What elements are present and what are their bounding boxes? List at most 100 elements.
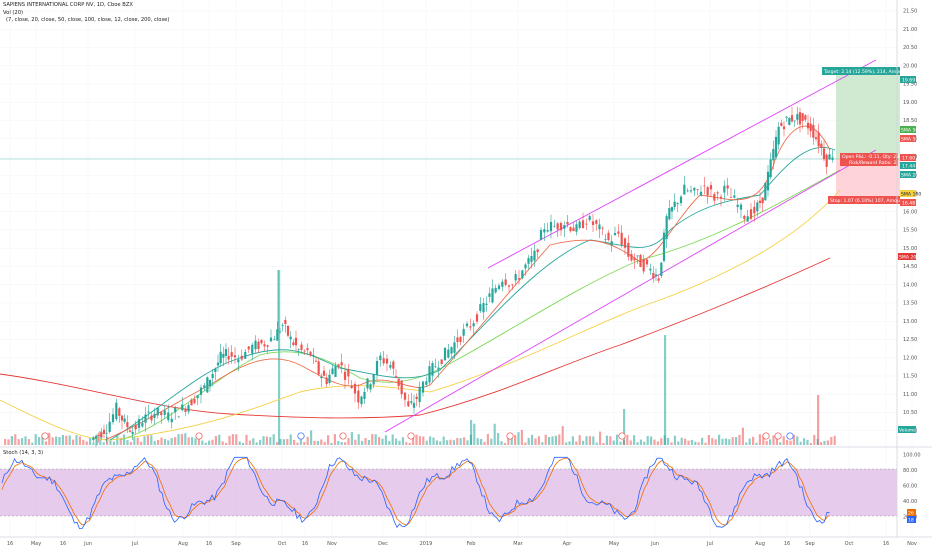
stoch-d-tag: 26 [908, 511, 914, 517]
candle-body [527, 258, 530, 264]
candle-body [497, 285, 501, 289]
candle-body [431, 362, 434, 376]
candle-body [254, 340, 257, 350]
time-tick-label: Sep [805, 541, 814, 547]
volume-bar [235, 434, 238, 445]
volume-bar [384, 435, 387, 445]
ma20-line[interactable] [109, 146, 836, 441]
candle-body [713, 194, 716, 201]
candle-body [187, 405, 190, 412]
volume-bar [350, 432, 353, 445]
candle-body [749, 209, 753, 219]
candle-body [610, 241, 613, 246]
ma-params-label[interactable]: (7, close, 20, close, 50, close, 100, cl… [6, 17, 170, 23]
event-markers[interactable] [41, 432, 794, 440]
price-tick-label: 15.50 [903, 228, 917, 234]
volume-bar [279, 439, 282, 445]
candle-body [111, 414, 115, 423]
ma7-line[interactable] [104, 125, 831, 441]
volume-bar [374, 434, 377, 445]
candle-body [780, 122, 783, 126]
volume-bar [571, 436, 574, 445]
time-axis[interactable]: 16 May 16 Jun Jul Aug 16 Sep Oct 16 Nov Dec 2019 Feb M… [7, 541, 917, 547]
volume-bar [602, 442, 605, 445]
volume-bar [813, 434, 816, 445]
volume-bar [643, 441, 646, 445]
candle-body [514, 274, 517, 281]
volume-bar [367, 440, 370, 445]
candle-body [437, 367, 440, 370]
volume-bar [653, 439, 656, 445]
candle-body [743, 216, 746, 219]
volume-bar [799, 441, 802, 445]
volume-bar [775, 434, 778, 445]
candle-body [595, 220, 598, 224]
volume-bar [10, 436, 13, 445]
volume-bar [823, 440, 826, 445]
time-tick-label: Jul [706, 541, 713, 547]
volume-indicator-label[interactable]: Vol (20) [3, 10, 24, 16]
volume-bar [684, 438, 687, 445]
volume-bar [44, 441, 47, 445]
volume-bar [765, 440, 768, 445]
sma200-tag: SMA 200 [899, 255, 919, 261]
volume-bar [415, 434, 418, 445]
volume-bar [633, 435, 636, 445]
volume-bar [466, 440, 469, 445]
candle-body [479, 304, 482, 311]
volume-bar [792, 434, 795, 445]
time-tick-label: 16 [302, 541, 308, 547]
candle-body [306, 348, 309, 351]
price-tick-label: 21.50 [903, 9, 917, 15]
channel-lower-line[interactable] [384, 149, 877, 433]
candle-body [284, 319, 287, 325]
candle-body [758, 200, 762, 203]
volume-bar [163, 438, 166, 445]
candle-body [469, 326, 472, 328]
candle-body [286, 325, 290, 336]
volume-bar [211, 439, 214, 445]
candle-body [375, 361, 379, 375]
volume-bar [337, 441, 340, 445]
volume-bar [687, 440, 690, 445]
stoch-k-line[interactable] [1, 456, 830, 529]
volume-bar [354, 439, 357, 445]
price-tick-label: 11.00 [903, 392, 917, 398]
position-labels[interactable]: Target: 2.14 (12.59%), 214, Amount: 1498… [822, 67, 929, 204]
candle-body [530, 255, 533, 262]
volume-bar [452, 440, 455, 445]
volume-bar [4, 438, 7, 445]
target-label: Target: 2.14 (12.59%), 214, Amount: 1498… [823, 69, 929, 75]
candle-body [382, 358, 385, 364]
volume-bar [228, 435, 231, 445]
volume-bar [656, 441, 659, 445]
time-tick-label: 16 [784, 541, 790, 547]
stoch-indicator-label[interactable]: Stoch (14, 3, 3) [3, 450, 44, 456]
volume-bar [282, 439, 285, 445]
volume-bar [330, 442, 333, 445]
stoch-d-line[interactable] [1, 457, 830, 526]
profit-zone[interactable] [836, 68, 900, 159]
candle-body [397, 378, 400, 387]
candle-body [559, 222, 563, 231]
candle-body [181, 404, 184, 411]
main-pane[interactable] [0, 0, 897, 447]
stoch-tick-label: 40.00 [903, 499, 917, 505]
volume-tag: Volume [899, 428, 916, 434]
candle-body [153, 413, 156, 418]
time-tick-label: Oct [845, 541, 854, 547]
candle-body [415, 396, 418, 399]
volume-bar [697, 442, 700, 445]
channel-upper-line[interactable] [487, 59, 877, 269]
candle-body [639, 254, 642, 267]
candle-body [524, 264, 527, 269]
candle-body [230, 352, 233, 357]
price-tick-label: 11.50 [903, 374, 917, 380]
candle-body [814, 137, 818, 140]
volume-bar [721, 438, 724, 445]
ma200-line[interactable] [0, 257, 831, 419]
volume-bar [418, 436, 421, 445]
volume-bar [680, 437, 683, 445]
volume-bar [167, 440, 170, 445]
